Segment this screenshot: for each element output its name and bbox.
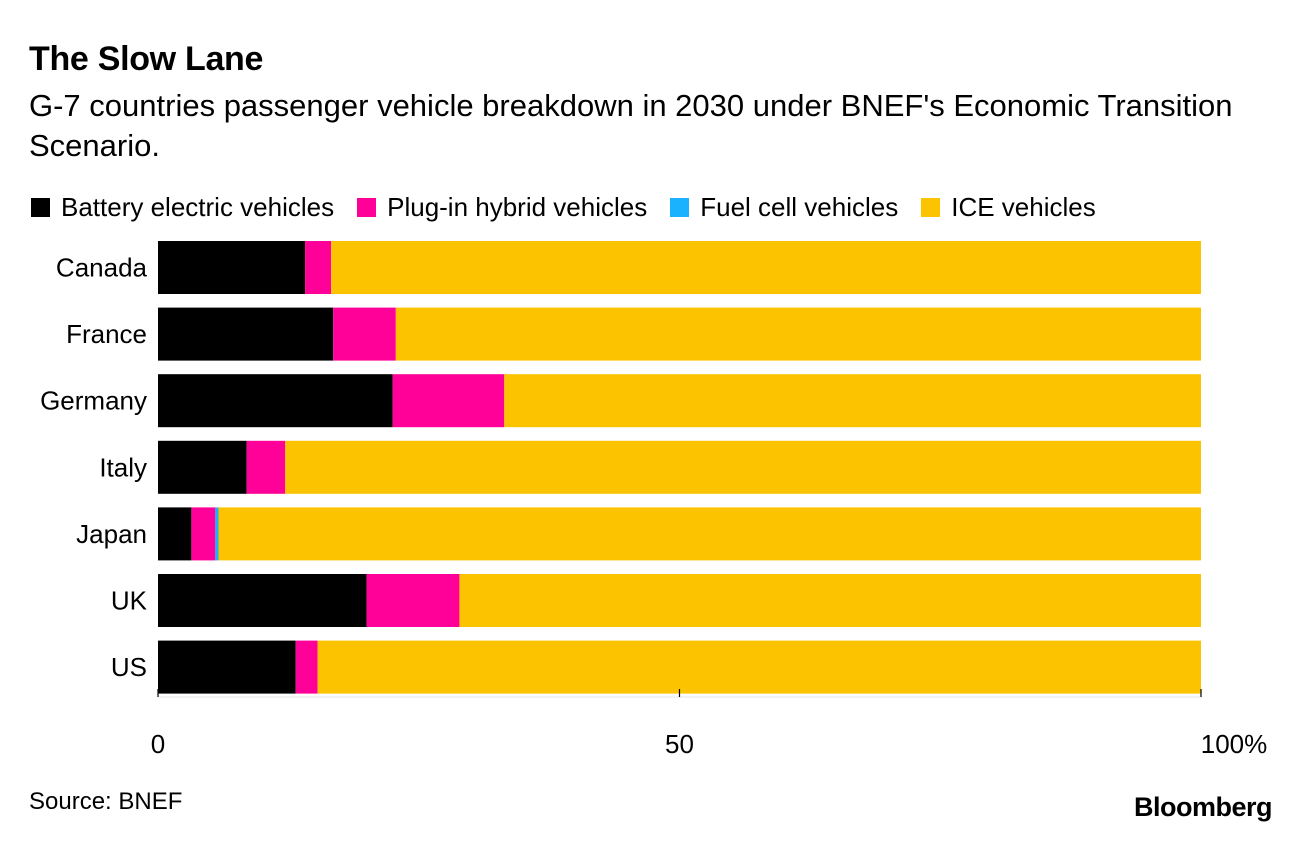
bar-segment-us-plug-in-hybrid-vehicles	[295, 640, 318, 694]
bar-segment-uk-ice-vehicles	[459, 574, 1201, 627]
category-label-france: France	[66, 319, 147, 349]
legend-swatch	[31, 197, 50, 217]
legend-label: ICE vehicles	[951, 191, 1096, 222]
bloomberg-logo: Bloomberg	[1133, 792, 1273, 822]
category-label-canada: Canada	[56, 253, 148, 283]
bar-segment-us-battery-electric-vehicles	[158, 640, 296, 694]
category-label-japan: Japan	[76, 519, 147, 549]
legend-item-fuel-cell-vehicles: Fuel cell vehicles	[670, 192, 898, 223]
bar-segment-uk-plug-in-hybrid-vehicles	[366, 574, 460, 627]
bar-segment-france-battery-electric-vehicles	[158, 307, 334, 361]
bar-segment-japan-battery-electric-vehicles	[158, 507, 192, 561]
bar-segment-us-ice-vehicles	[317, 640, 1202, 694]
legend-item-battery-electric-vehicles: Battery electric vehicles	[31, 192, 334, 223]
chart-subtitle: G-7 countries passenger vehicle breakdow…	[29, 88, 1233, 163]
bar-segment-japan-ice-vehicles	[218, 507, 1201, 561]
x-tick-label-50: 50	[665, 729, 694, 759]
legend-item-plug-in-hybrid-vehicles: Plug-in hybrid vehicles	[357, 192, 647, 223]
x-tick-label-100: 100%	[1201, 729, 1268, 759]
bar-segment-uk-battery-electric-vehicles	[158, 574, 367, 627]
bar-segment-japan-fuel-cell-vehicles	[215, 507, 219, 561]
category-label-us: US	[111, 652, 147, 682]
bar-segment-italy-battery-electric-vehicles	[158, 440, 247, 494]
legend-swatch	[670, 197, 690, 217]
category-label-italy: Italy	[99, 452, 147, 482]
chart-legend: Battery electric vehicles Plug-in hybrid …	[31, 190, 1119, 224]
bar-segment-germany-ice-vehicles	[504, 374, 1201, 428]
stacked-bar-chart: Canada France Germany Italy Japan UK US 0 50 100%	[40, 241, 1268, 759]
bar-segment-germany-plug-in-hybrid-vehicles	[392, 374, 505, 428]
legend-item-ice-vehicles: ICE vehicles	[921, 192, 1096, 223]
legend-label: Plug-in hybrid vehicles	[387, 191, 648, 222]
legend-label: Battery electric vehicles	[61, 191, 335, 222]
chart-title: The Slow Lane	[29, 40, 264, 78]
category-label-germany: Germany	[40, 386, 147, 416]
x-tick-label-0: 0	[151, 729, 165, 759]
bar-segment-germany-battery-electric-vehicles	[158, 374, 393, 428]
legend-label: Fuel cell vehicles	[700, 191, 899, 222]
bar-segment-canada-ice-vehicles	[331, 241, 1201, 294]
bar-segment-france-ice-vehicles	[395, 307, 1202, 361]
category-label-uk: UK	[111, 586, 148, 616]
legend-swatch	[921, 197, 941, 217]
bar-segment-canada-battery-electric-vehicles	[158, 241, 306, 294]
source-note: Source: BNEF	[29, 788, 183, 815]
bar-segment-italy-ice-vehicles	[285, 440, 1202, 494]
bar-segment-france-plug-in-hybrid-vehicles	[333, 307, 396, 361]
legend-swatch	[357, 197, 377, 217]
bar-segment-canada-plug-in-hybrid-vehicles	[305, 241, 332, 294]
bar-segment-japan-plug-in-hybrid-vehicles	[191, 507, 216, 561]
bar-segment-italy-plug-in-hybrid-vehicles	[246, 440, 286, 494]
